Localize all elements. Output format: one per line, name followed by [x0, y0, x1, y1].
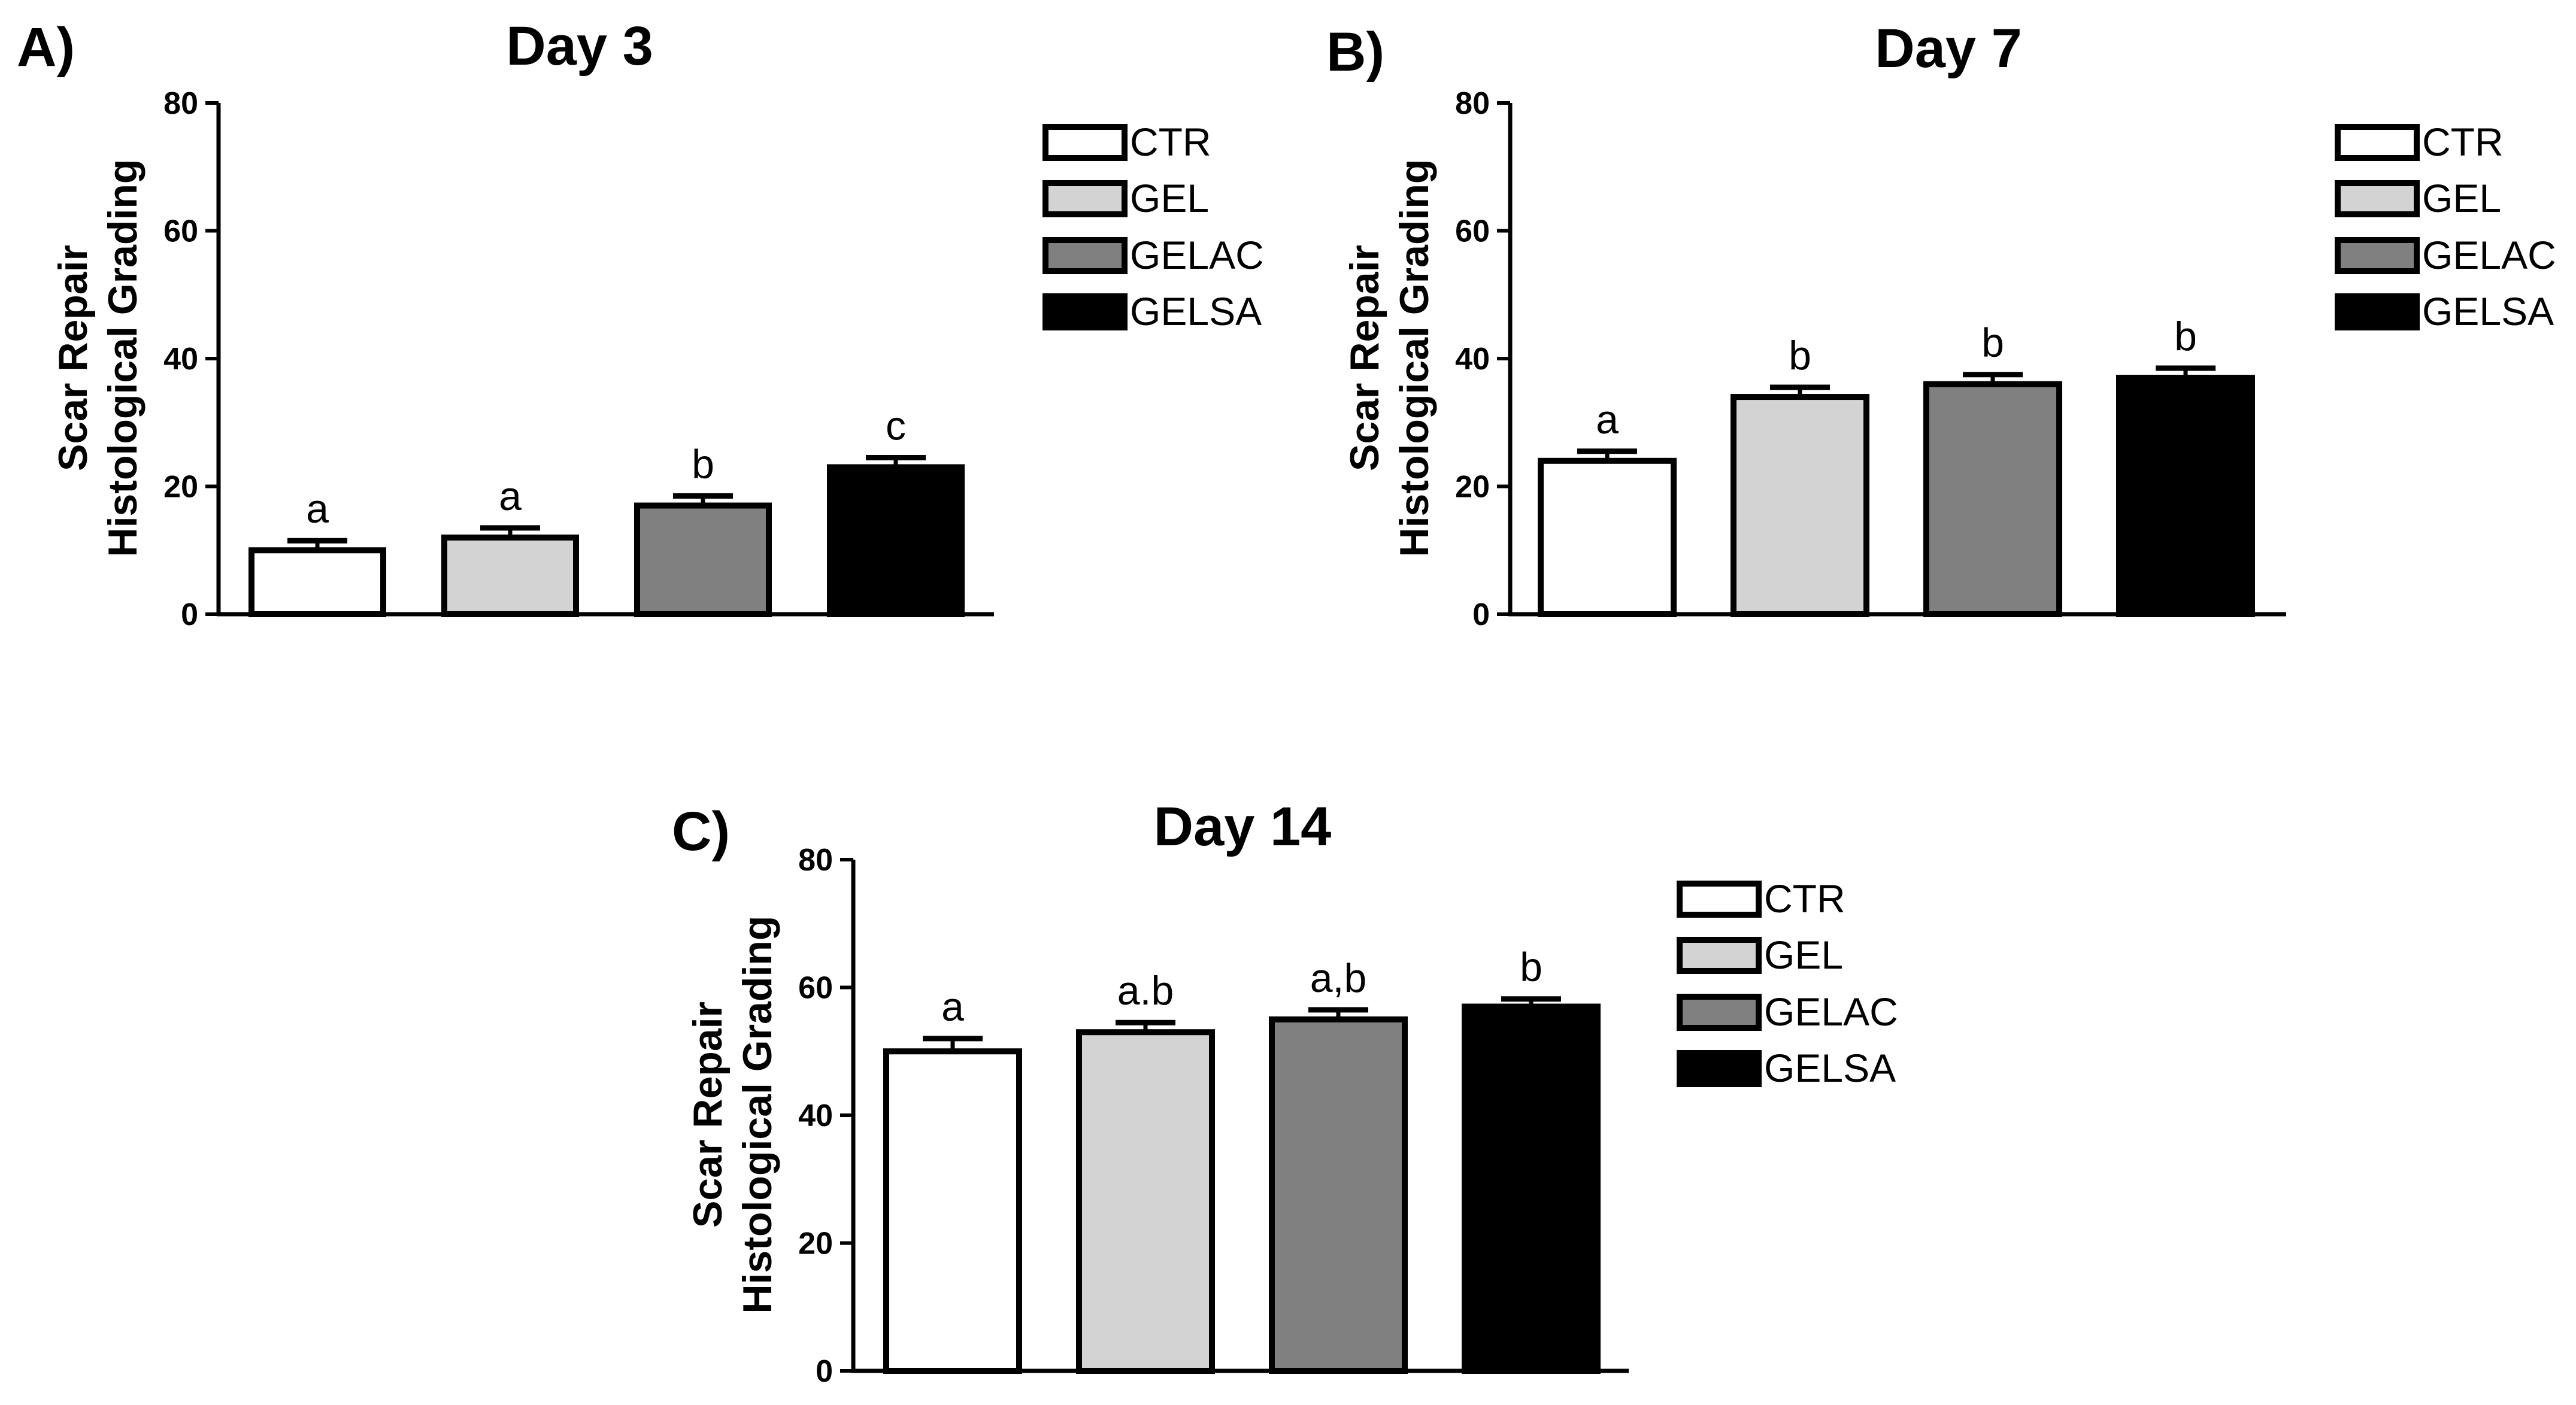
y-tick-label: 60 — [163, 214, 198, 249]
significance-label-gelac: a,b — [1310, 955, 1367, 1001]
legend-label-gelac: GELAC — [2422, 233, 2556, 277]
bar-gelac — [1269, 1016, 1408, 1374]
legend: CTR GEL GELAC GELSA — [2335, 120, 2556, 333]
legend-item-gelsa: GELSA — [1677, 1046, 1896, 1090]
significance-label-gel: a — [499, 474, 522, 519]
significance-label-ctr: a — [1596, 397, 1619, 442]
legend-label-gelsa: GELSA — [1764, 1046, 1896, 1090]
y-tick-label: 80 — [1455, 86, 1490, 121]
y-tick-label: 0 — [1472, 597, 1490, 632]
significance-label-gel: a.b — [1117, 968, 1174, 1013]
legend-swatch-gelac — [2335, 237, 2420, 274]
legend-swatch-ctr — [1677, 881, 1762, 918]
y-tick-label: 20 — [1455, 470, 1490, 505]
bar-gelsa — [1462, 1003, 1601, 1374]
legend-item-gel: GEL — [1677, 933, 1843, 977]
legend-label-gelac: GELAC — [1130, 233, 1264, 277]
legend: CTR GEL GELAC GELSA — [1677, 876, 1898, 1090]
y-tick-label: 60 — [798, 971, 833, 1006]
y-axis-label-line2: Histological Grading — [100, 159, 146, 557]
plot-area: 0 20 40 60 80 a a b c — [163, 86, 994, 632]
y-tick-label: 80 — [798, 843, 833, 878]
legend-item-gel: GEL — [2335, 176, 2501, 220]
bar-gelac — [634, 502, 772, 618]
legend-item-gel: GEL — [1042, 176, 1209, 220]
legend-swatch-gelsa — [2335, 293, 2420, 330]
bar-ctr — [883, 1048, 1022, 1374]
significance-label-gelsa: b — [2174, 314, 2197, 359]
significance-label-gelac: b — [692, 442, 714, 487]
y-axis-label-line2: Histological Grading — [735, 916, 780, 1314]
legend-swatch-gelsa — [1677, 1050, 1762, 1087]
legend-swatch-gelac — [1677, 994, 1762, 1031]
legend-swatch-gelsa — [1042, 293, 1128, 330]
legend-swatch-gel — [1042, 180, 1128, 217]
y-tick-label: 0 — [181, 597, 198, 632]
y-tick-label: 40 — [798, 1098, 833, 1133]
panel-label: C) — [672, 801, 730, 862]
y-tick-label: 20 — [163, 470, 198, 505]
chart-title: Day 3 — [506, 16, 653, 77]
plot-area: 0 20 40 60 80 a a.b a,b b — [798, 843, 1629, 1389]
plot-area: 0 20 40 60 80 a b b b — [1455, 86, 2286, 632]
significance-label-ctr: a — [306, 486, 329, 532]
legend-label-gelac: GELAC — [1764, 990, 1898, 1034]
legend-swatch-ctr — [1042, 124, 1128, 161]
legend-label-gelsa: GELSA — [2422, 289, 2554, 333]
bar-gelac — [1923, 381, 2062, 617]
y-tick-label: 0 — [816, 1354, 833, 1389]
chart-title: Day 7 — [1875, 18, 2022, 79]
bar-gel — [441, 534, 579, 618]
legend-label-ctr: CTR — [1764, 876, 1845, 921]
bar-gelsa — [827, 464, 965, 617]
bar-gelsa — [2116, 375, 2255, 618]
legend-item-gelsa: GELSA — [2335, 289, 2554, 333]
legend-item-gelac: GELAC — [1042, 233, 1264, 277]
legend-label-gel: GEL — [2422, 176, 2501, 220]
legend-swatch-gel — [1677, 937, 1762, 974]
panel-label: A) — [17, 17, 75, 78]
chart-title: Day 14 — [1154, 796, 1332, 857]
legend-item-gelsa: GELSA — [1042, 289, 1262, 333]
legend: CTR GEL GELAC GELSA — [1042, 120, 1264, 333]
panel-a: A) Day 3 Scar Repair Histological Gradin… — [17, 16, 1264, 632]
y-tick-label: 20 — [798, 1227, 833, 1261]
y-tick-label: 60 — [1455, 214, 1490, 249]
legend-swatch-gel — [2335, 180, 2420, 217]
legend-swatch-gelac — [1042, 237, 1128, 274]
legend-label-gel: GEL — [1764, 933, 1843, 977]
bar-ctr — [1538, 457, 1677, 617]
significance-label-gelsa: c — [886, 403, 906, 448]
y-tick-label: 40 — [1455, 342, 1490, 377]
bar-gel — [1731, 394, 1869, 617]
bar-gel — [1076, 1029, 1215, 1374]
legend-item-ctr: CTR — [1042, 120, 1211, 164]
y-axis-label-line2: Histological Grading — [1392, 159, 1437, 557]
bar-ctr — [248, 547, 386, 617]
legend-label-gel: GEL — [1130, 176, 1209, 220]
panel-label: B) — [1326, 22, 1384, 83]
legend-label-gelsa: GELSA — [1130, 289, 1262, 333]
legend-label-ctr: CTR — [1130, 120, 1211, 164]
legend-label-ctr: CTR — [2422, 120, 2504, 164]
legend-item-ctr: CTR — [2335, 120, 2504, 164]
significance-label-ctr: a — [941, 984, 964, 1030]
y-tick-label: 80 — [163, 86, 198, 121]
significance-label-gelsa: b — [1520, 945, 1542, 990]
y-axis-label-line1: Scar Repair — [50, 245, 96, 471]
legend-swatch-ctr — [2335, 124, 2420, 161]
legend-item-gelac: GELAC — [2335, 233, 2556, 277]
legend-item-ctr: CTR — [1677, 876, 1845, 921]
y-tick-label: 40 — [163, 342, 198, 377]
y-axis-label-line1: Scar Repair — [1342, 245, 1387, 471]
significance-label-gelac: b — [1981, 320, 2004, 366]
y-axis-label-line1: Scar Repair — [685, 1002, 731, 1228]
significance-label-gel: b — [1789, 333, 1811, 378]
panel-c: C) Day 14 Scar Repair Histological Gradi… — [672, 796, 1898, 1389]
legend-item-gelac: GELAC — [1677, 990, 1898, 1034]
panel-b: B) Day 7 Scar Repair Histological Gradin… — [1326, 18, 2556, 632]
